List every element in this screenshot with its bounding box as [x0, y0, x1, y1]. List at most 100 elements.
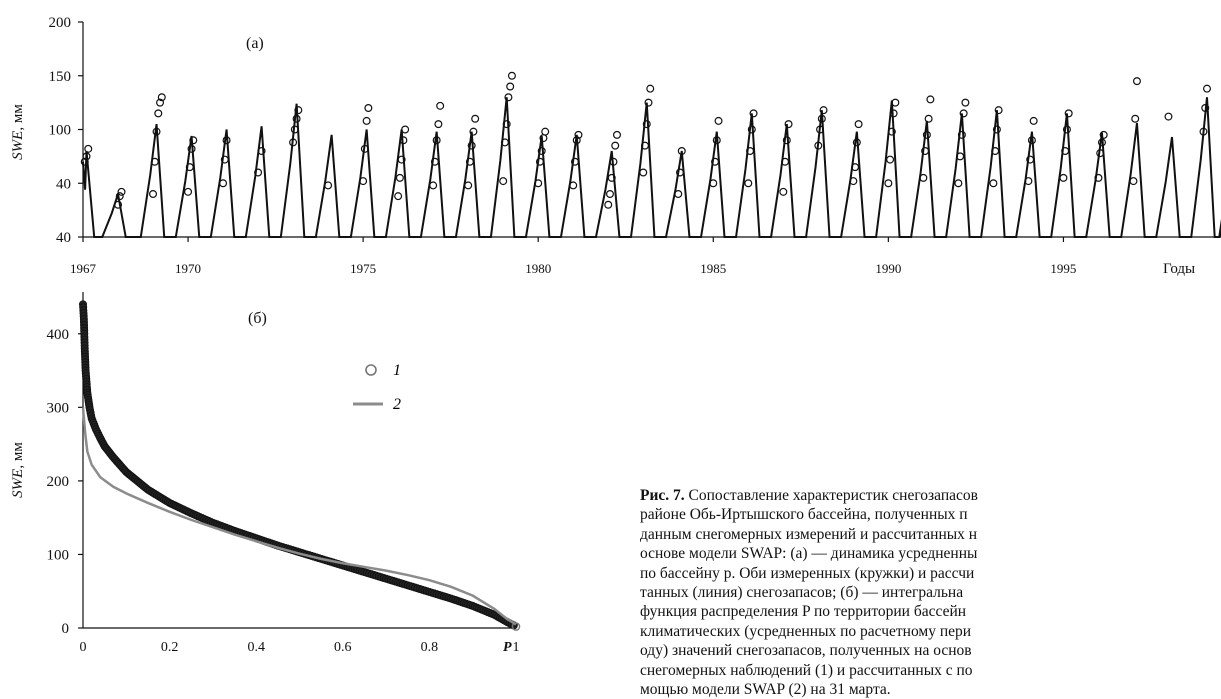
chart-a-point — [1164, 112, 1173, 121]
caption-line: функция распределения P по территории ба… — [640, 603, 967, 621]
chart-a-point — [1059, 173, 1068, 182]
chart-a-y-tick-label: 200 — [49, 15, 72, 31]
chart-a-point — [115, 192, 124, 201]
chart-a-point — [397, 155, 406, 164]
chart-a-point — [921, 147, 930, 156]
chart-a-point — [157, 93, 166, 102]
chart-a-point — [184, 187, 193, 196]
chart-a-point — [639, 168, 648, 177]
chart-a-point — [364, 103, 373, 112]
chart-a-point — [152, 127, 161, 136]
chart-a-point — [114, 200, 123, 209]
chart-b-y-tick-label: 100 — [47, 547, 70, 563]
chart-a-point — [359, 177, 368, 186]
chart-a-point — [1201, 103, 1210, 112]
chart-a-y-tick-label: 150 — [49, 69, 72, 85]
caption-line: климатических (усредненных по расчетному… — [640, 622, 972, 640]
chart-a-point — [465, 157, 474, 166]
chart-a-point — [156, 98, 165, 107]
chart-a-point — [467, 141, 476, 150]
chart-a-point — [816, 125, 825, 134]
chart-a-point — [887, 127, 896, 136]
chart-a-point — [849, 177, 858, 186]
chart-b-x-tick-label: 0.6 — [334, 640, 352, 652]
chart-a-point — [154, 109, 163, 118]
chart-a-point — [644, 98, 653, 107]
chart-a-point — [570, 157, 579, 166]
chart-b-series-2-line — [81, 407, 517, 626]
chart-a-point — [819, 106, 828, 115]
legend-marker-1 — [365, 364, 377, 376]
chart-b-y-tick-label: 0 — [62, 621, 70, 637]
chart-a-point — [185, 163, 194, 172]
chart-a-point — [84, 144, 93, 153]
chart-a-point — [612, 130, 621, 139]
chart-a-panel-label: (а) — [246, 35, 264, 52]
chart-b-y-tick-label: 300 — [47, 400, 70, 416]
chart-a-point — [852, 138, 861, 147]
chart-a-point — [884, 179, 893, 188]
chart-a-point — [611, 141, 620, 150]
chart-a-point — [954, 179, 963, 188]
chart-b-y-label: SWE, мм — [10, 442, 26, 498]
chart-b-panel-label: (б) — [248, 310, 267, 327]
chart-a-point — [989, 179, 998, 188]
chart-a-point — [646, 84, 655, 93]
chart-a-point — [714, 116, 723, 125]
chart-b-legend: 1 2 — [353, 362, 401, 413]
chart-a-point — [746, 147, 755, 156]
chart-a-point — [924, 114, 933, 123]
legend-label-1: 1 — [393, 362, 401, 379]
chart-a-point — [499, 177, 508, 186]
chart-a-point — [574, 130, 583, 139]
chart-a-point — [961, 98, 970, 107]
chart-a-point — [469, 127, 478, 136]
chart-a-point — [395, 173, 404, 182]
chart-a-point — [817, 114, 826, 123]
chart-a-point — [507, 71, 516, 80]
chart-a-y-tick-label: 40 — [56, 176, 71, 192]
chart-a-point — [919, 173, 928, 182]
caption-line: данным снегомерных измерений и рассчитан… — [640, 525, 978, 543]
chart-a-x-tick-label: 1990 — [875, 261, 901, 276]
chart-a-point — [991, 147, 1000, 156]
chart-a-point — [1062, 125, 1071, 134]
chart-a-point — [401, 125, 410, 134]
chart-a-point — [569, 181, 578, 190]
chart-a-point — [436, 101, 445, 110]
chart-a-point — [432, 136, 441, 145]
chart-a-point — [1129, 177, 1138, 186]
chart-a-point — [779, 187, 788, 196]
chart-a-series-line — [82, 97, 1221, 238]
chart-a-point — [957, 130, 966, 139]
chart-a-point — [994, 106, 1003, 115]
chart-a-point — [712, 136, 721, 145]
chart-a-point — [500, 138, 509, 147]
chart-a-point — [851, 163, 860, 172]
chart-a-point — [537, 147, 546, 156]
chart-b-y-tick-label: 200 — [47, 474, 70, 490]
chart-a-point — [362, 116, 371, 125]
chart-a-point — [1029, 116, 1038, 125]
chart-b-x-tick-label: 0.2 — [161, 640, 179, 652]
chart-a-point — [1061, 147, 1070, 156]
chart-a-x-tick-label: 1995 — [1050, 261, 1076, 276]
chart-a-point — [399, 136, 408, 145]
chart-b-x-tick-label: 0.4 — [247, 640, 265, 652]
chart-a-point — [1202, 84, 1211, 93]
chart-b-x-tick-label: 0 — [80, 640, 87, 652]
chart-a-point — [956, 152, 965, 161]
chart-a-point — [642, 120, 651, 129]
chart-a-point — [1096, 149, 1105, 158]
chart-b-x-title: P — [503, 640, 512, 652]
caption-line-text: Сопоставление характеристик снегозапасов — [684, 487, 978, 504]
chart-a-point — [781, 157, 790, 166]
chart-a-point — [749, 109, 758, 118]
chart-a-point — [535, 157, 544, 166]
chart-a-point — [747, 125, 756, 134]
chart-a-point — [1026, 155, 1035, 164]
chart-a-point — [187, 144, 196, 153]
chart-a-point — [504, 93, 513, 102]
chart-a-point — [434, 120, 443, 129]
chart-a-point — [502, 120, 511, 129]
